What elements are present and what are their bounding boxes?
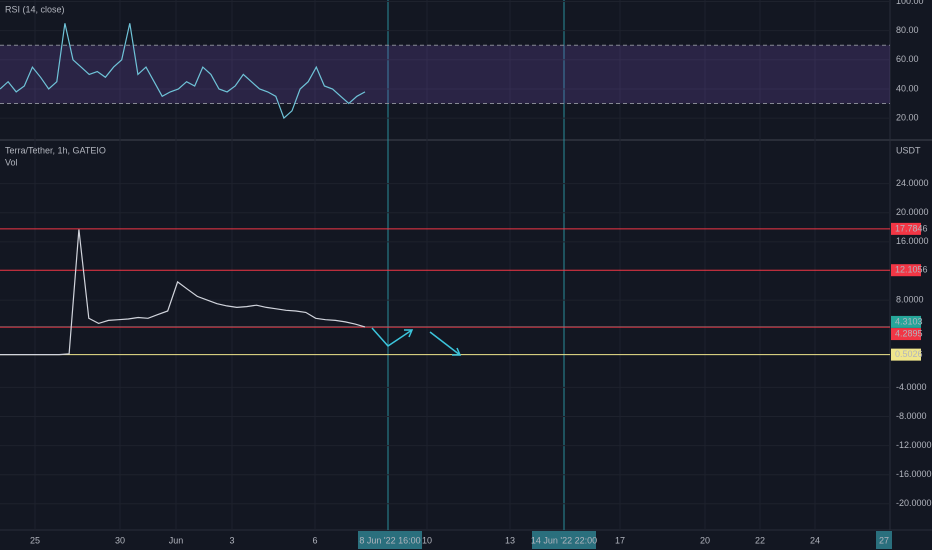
level-label: 17.7846 (895, 223, 928, 233)
arrow (429, 331, 461, 356)
y-tick-label: 24.0000 (896, 178, 929, 188)
arrow (371, 327, 413, 347)
y-tick-label: -20.0000 (896, 498, 932, 508)
y-tick-label: 20.00 (896, 113, 919, 123)
y-tick-label: -16.0000 (896, 469, 932, 479)
x-tick-label: 3 (229, 535, 234, 545)
y-tick-label: 100.00 (896, 0, 924, 6)
y-tick-label: 8.0000 (896, 294, 924, 304)
level-tag (891, 264, 921, 277)
y-tick-label: 80.00 (896, 25, 919, 35)
level-tag (891, 328, 921, 341)
unit-label: USDT (896, 145, 921, 155)
level-tag (891, 315, 921, 328)
marks: 17.7846 12.1056 4.3103 4.2895 0.5026 (0, 23, 928, 361)
arrow-head (404, 329, 414, 338)
y-tick-label: -8.0000 (896, 411, 927, 421)
x-tick-label: 24 (810, 535, 820, 545)
level-tag (891, 348, 921, 361)
y-tick-label: -12.0000 (896, 440, 932, 450)
level-label: 12.1056 (895, 265, 928, 275)
y-tick-label: 40.00 (896, 83, 919, 93)
symbol-title: Terra/Tether, 1h, GATEIO (5, 145, 106, 155)
x-tick-label: Jun (169, 535, 184, 545)
arrows (371, 327, 462, 356)
x-tick-label: 6 (312, 535, 317, 545)
arrow-head (452, 347, 462, 356)
level-label: 4.3103 (895, 316, 923, 326)
x-tick-label: 20 (700, 535, 710, 545)
rsi-title: RSI (14, close) (5, 4, 65, 14)
y-tick-label: 20.0000 (896, 207, 929, 217)
x-tick-label: 8 Jun '22 16:00 (359, 535, 420, 545)
y-tick-label: 60.00 (896, 54, 919, 64)
x-tick-label: 22 (755, 535, 765, 545)
x-tick-label: 17 (615, 535, 625, 545)
level-label: 4.2895 (895, 328, 923, 338)
x-tick-label: 25 (30, 535, 40, 545)
rsi-band (0, 45, 890, 104)
rsi-line (0, 23, 366, 120)
price-line (0, 229, 366, 356)
time-highlight (532, 531, 596, 549)
volume-label: Vol (5, 157, 18, 167)
time-highlight (358, 531, 422, 549)
y-tick-label: 16.0000 (896, 236, 929, 246)
x-tick-label: 30 (115, 535, 125, 545)
x-tick-label: 14 Jun '22 22:00 (531, 535, 597, 545)
level-tag (891, 222, 921, 235)
x-tick-label: 13 (505, 535, 515, 545)
level-label: 0.5026 (895, 349, 923, 359)
y-tick-label: -4.0000 (896, 382, 927, 392)
x-tick-label: 27 (879, 535, 889, 545)
time-highlight (876, 531, 892, 549)
x-tick-label: 10 (422, 535, 432, 545)
